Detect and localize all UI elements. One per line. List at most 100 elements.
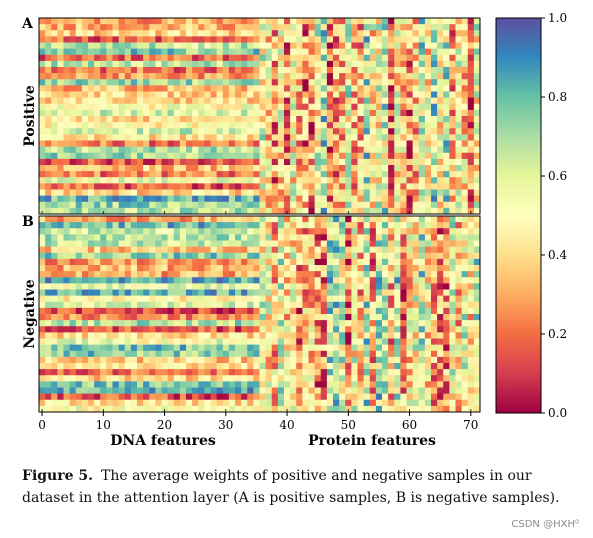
heatmap-cell: [186, 42, 193, 50]
heatmap-cell: [124, 91, 132, 99]
heatmap-cell: [63, 271, 71, 278]
heatmap-cell: [369, 258, 377, 266]
heatmap-cell: [247, 387, 254, 395]
heatmap-cell: [308, 165, 316, 172]
heatmap-cell: [100, 271, 107, 278]
heatmap-cell: [57, 283, 64, 290]
heatmap-cell: [198, 207, 205, 215]
heatmap-cell: [375, 307, 383, 315]
heatmap-cell: [455, 207, 463, 215]
heatmap-cell: [308, 158, 316, 166]
heatmap-cell: [228, 189, 236, 197]
heatmap-cell: [308, 85, 316, 92]
heatmap-cell: [204, 216, 211, 223]
heatmap-cell: [443, 54, 450, 62]
heatmap-cell: [314, 171, 322, 178]
heatmap-cell: [400, 116, 407, 123]
heatmap-cell: [63, 326, 71, 333]
colorbar-tick-label: 0.4: [548, 248, 567, 262]
heatmap-cell: [143, 301, 150, 309]
heatmap-cell: [75, 158, 83, 166]
heatmap-cell: [57, 216, 64, 223]
heatmap-cell: [63, 405, 71, 413]
heatmap-cell: [375, 109, 383, 117]
heatmap-cell: [216, 97, 224, 105]
heatmap-cell: [149, 91, 156, 99]
heatmap-cell: [345, 73, 352, 80]
heatmap-cell: [173, 356, 181, 364]
heatmap-cell: [326, 301, 334, 309]
heatmap-cell: [339, 177, 346, 184]
heatmap-cell: [382, 240, 389, 248]
heatmap-cell: [375, 246, 383, 254]
heatmap-cell: [302, 320, 309, 327]
heatmap-cell: [216, 387, 224, 395]
heatmap-cell: [431, 344, 438, 352]
heatmap-cell: [412, 234, 420, 241]
heatmap-cell: [455, 216, 463, 223]
heatmap-cell: [290, 79, 297, 86]
heatmap-cell: [228, 405, 236, 413]
heatmap-cell: [228, 165, 236, 172]
heatmap-cell: [326, 79, 334, 86]
heatmap-cell: [375, 171, 383, 178]
heatmap-cell: [88, 18, 95, 25]
heatmap-cell: [81, 307, 89, 315]
heatmap-cell: [339, 36, 346, 43]
heatmap-cell: [259, 207, 267, 215]
heatmap-cell: [357, 283, 365, 290]
heatmap-cell: [259, 301, 267, 309]
heatmap-cell: [326, 140, 334, 148]
heatmap-cell: [179, 146, 187, 154]
heatmap-cell: [118, 356, 126, 364]
heatmap-cell: [100, 140, 107, 148]
heatmap-cell: [443, 24, 450, 31]
heatmap-cell: [277, 320, 285, 327]
heatmap-cell: [143, 369, 150, 376]
heatmap-cell: [449, 201, 456, 209]
heatmap-cell: [308, 283, 316, 290]
heatmap-cell: [443, 258, 450, 266]
heatmap-cell: [455, 332, 463, 339]
heatmap-cell: [100, 258, 107, 266]
heatmap-cell: [161, 375, 169, 382]
heatmap-cell: [235, 128, 242, 135]
heatmap-cell: [100, 91, 107, 99]
heatmap-cell: [228, 338, 236, 346]
heatmap-cell: [418, 36, 426, 43]
heatmap-cell: [130, 189, 138, 197]
heatmap-cell: [247, 109, 254, 117]
heatmap-cell: [204, 326, 211, 333]
heatmap-cell: [112, 283, 120, 290]
heatmap-cell: [443, 103, 450, 111]
heatmap-cell: [235, 405, 242, 413]
heatmap-cell: [69, 356, 77, 364]
heatmap-cell: [345, 24, 352, 31]
heatmap-cell: [363, 295, 371, 303]
heatmap-cell: [161, 344, 169, 352]
heatmap-cell: [406, 158, 414, 166]
heatmap-cell: [216, 122, 224, 129]
heatmap-cell: [296, 158, 303, 166]
heatmap-cell: [167, 393, 175, 401]
heatmap-cell: [412, 344, 420, 352]
heatmap-cell: [333, 24, 340, 31]
heatmap-cell: [124, 30, 132, 37]
heatmap-cell: [443, 152, 450, 160]
heatmap-cell: [375, 405, 383, 413]
heatmap-cell: [51, 42, 58, 50]
heatmap-cell: [302, 356, 309, 364]
heatmap-cell: [186, 201, 193, 209]
heatmap-cell: [100, 97, 107, 105]
heatmap-cell: [467, 271, 475, 278]
heatmap-cell: [179, 189, 187, 197]
heatmap-cell: [467, 183, 475, 190]
heatmap-cell: [179, 85, 187, 92]
heatmap-cell: [155, 320, 162, 327]
heatmap-cell: [247, 116, 254, 123]
heatmap-cell: [137, 363, 144, 370]
y-axis-label-negative: Negative: [22, 279, 38, 348]
heatmap-cell: [88, 399, 95, 407]
heatmap-cell: [308, 375, 316, 382]
heatmap-cell: [137, 201, 144, 209]
